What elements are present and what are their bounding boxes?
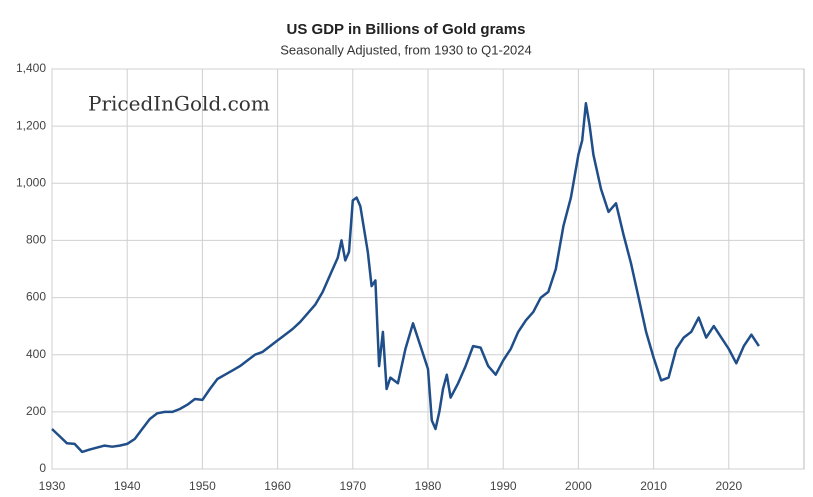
y-tick-label: 400 xyxy=(26,347,46,361)
chart-subtitle: Seasonally Adjusted, from 1930 to Q1-202… xyxy=(280,42,532,57)
watermark: PricedInGold.com xyxy=(88,92,270,116)
x-tick-label: 1990 xyxy=(490,479,517,493)
x-tick-label: 1960 xyxy=(264,479,291,493)
x-tick-label: 1930 xyxy=(39,479,66,493)
x-tick-label: 2020 xyxy=(715,479,742,493)
y-tick-label: 200 xyxy=(26,404,46,418)
y-tick-label: 1,000 xyxy=(16,175,46,189)
x-tick-label: 1970 xyxy=(339,479,366,493)
x-tick-label: 1940 xyxy=(114,479,141,493)
chart-title: US GDP in Billions of Gold grams xyxy=(287,21,526,38)
y-tick-label: 1,400 xyxy=(16,61,46,75)
x-tick-label: 2000 xyxy=(565,479,592,493)
x-tick-label: 1950 xyxy=(189,479,216,493)
x-tick-label: 2010 xyxy=(640,479,667,493)
y-tick-label: 0 xyxy=(39,461,46,475)
y-tick-label: 600 xyxy=(26,290,46,304)
y-tick-label: 800 xyxy=(26,233,46,247)
y-tick-label: 1,200 xyxy=(16,118,46,132)
x-tick-label: 1980 xyxy=(415,479,442,493)
data-line xyxy=(51,102,760,454)
